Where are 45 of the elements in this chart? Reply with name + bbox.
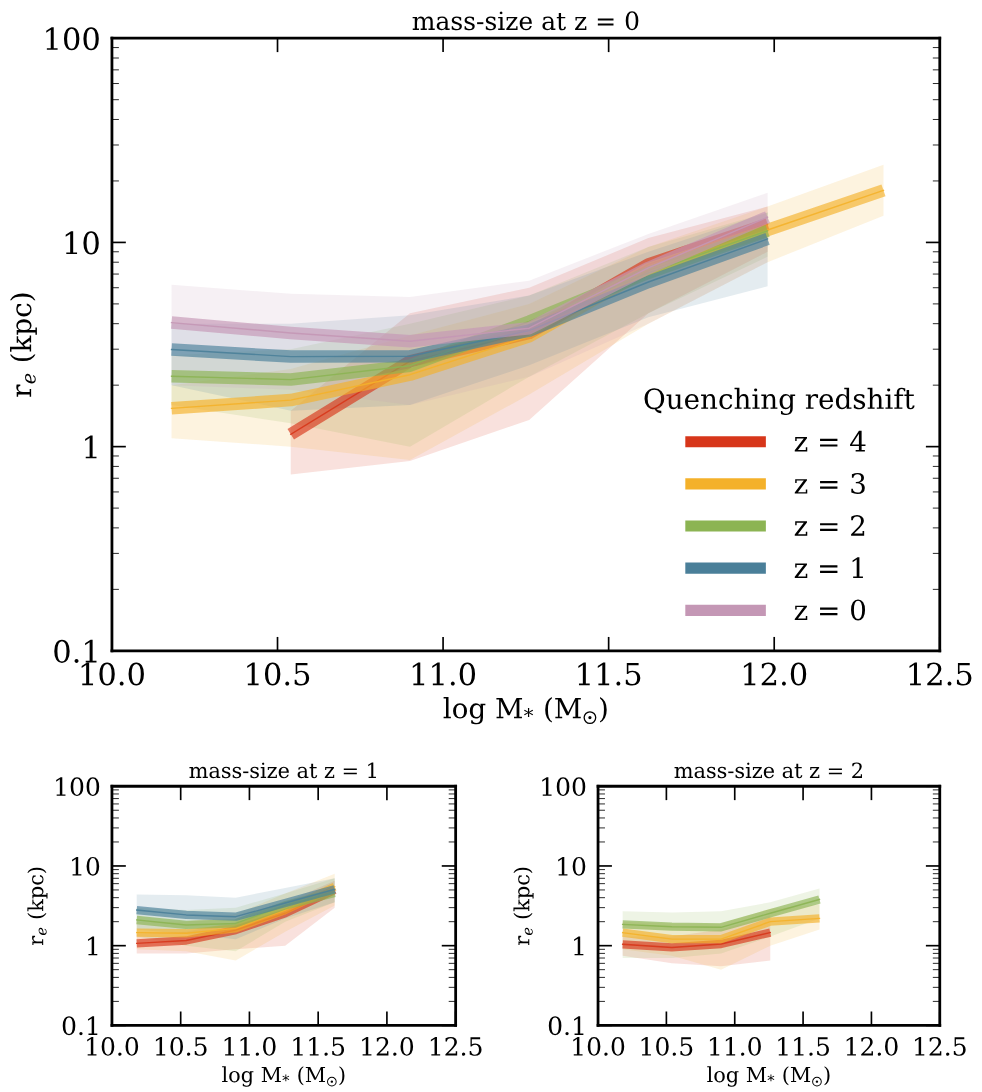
x-tick-label: 12.5	[914, 1036, 966, 1056]
y-axis-title: r$_{e}$ (kpc)	[27, 867, 48, 946]
x-tick-label: 11.0	[224, 1036, 276, 1056]
x-tick-label: 12.5	[430, 1036, 482, 1056]
chart-title: mass-size at z = 1	[189, 762, 376, 779]
y-tick-label: 100	[46, 27, 99, 51]
x-tick-label: 10.5	[641, 1036, 693, 1056]
x-tick-label: 11.0	[709, 1036, 761, 1056]
x-tick-label: 12.5	[909, 662, 972, 686]
legend-label: z = 2	[794, 515, 865, 536]
y-tick-label: 10	[72, 856, 100, 876]
y-tick-label: 10	[65, 231, 99, 255]
x-tick-label: 10.5	[247, 662, 310, 686]
y-axis-title: r$_{e}$ (kpc)	[513, 867, 534, 946]
chart-title: mass-size at z = 2	[674, 762, 862, 779]
legend-label: z = 3	[794, 472, 865, 494]
x-axis-title: log M$_{*}$ (M$_{☉}$)	[443, 697, 607, 725]
x-tick-label: 11.5	[293, 1036, 345, 1056]
y-axis-title: r$_{e}$ (kpc)	[10, 293, 37, 397]
legend-label: z = 1	[794, 557, 863, 578]
y-tick-label: 100	[542, 777, 586, 797]
x-tick-label: 10.5	[155, 1036, 207, 1056]
x-tick-label: 11.5	[778, 1036, 829, 1056]
y-tick-label: 1	[574, 936, 584, 956]
x-tick-label: 12.0	[362, 1036, 414, 1056]
y-tick-label: 1	[85, 435, 97, 459]
x-tick-label: 12.0	[846, 1036, 898, 1056]
legend-title: Quenching redshift	[644, 387, 915, 416]
x-axis-title: log M$_{*}$ (M$_{☉}$)	[707, 1066, 830, 1087]
legend-label: z = 0	[794, 599, 866, 621]
x-axis-title: log M$_{*}$ (M$_{☉}$)	[222, 1066, 345, 1087]
y-tick-label: 0.1	[62, 1016, 98, 1036]
x-tick-label: 12.0	[743, 662, 807, 686]
y-tick-label: 0.1	[548, 1016, 584, 1036]
x-tick-label: 11.5	[578, 662, 641, 686]
chart-title: mass-size at z = 0	[412, 11, 639, 31]
y-tick-label: 1	[87, 936, 98, 956]
x-tick-label: 10.0	[87, 1036, 139, 1056]
y-tick-label: 10	[558, 856, 586, 876]
y-tick-label: 100	[56, 777, 100, 797]
x-tick-label: 10.0	[573, 1036, 625, 1056]
y-tick-label: 0.1	[54, 639, 97, 663]
x-tick-label: 10.0	[81, 662, 144, 686]
legend-label: z = 4	[794, 430, 866, 452]
x-tick-label: 11.0	[412, 662, 476, 686]
